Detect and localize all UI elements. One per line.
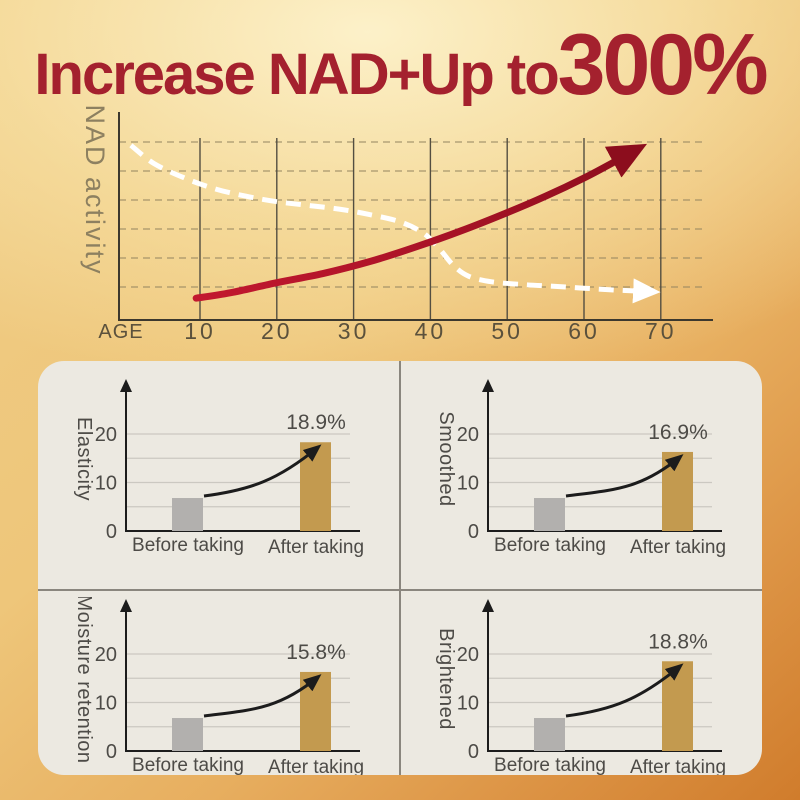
increase-arrow-curve <box>565 663 684 718</box>
results-panel: 0 10 20 18.9% Before taking After taking Elast… <box>38 361 762 775</box>
before-taking-bar <box>534 498 565 531</box>
after-taking-bar <box>662 661 693 751</box>
age-tick-label: 70 <box>645 318 677 344</box>
y-tick-label: 0 <box>468 521 479 543</box>
percentage-label: 18.8% <box>648 630 708 653</box>
chart-elasticity: 0 10 20 18.9% Before taking After taking Elast… <box>38 361 400 590</box>
mini-chart-title: Moisture retention <box>73 597 95 764</box>
y-axis-arrow <box>120 379 132 392</box>
after-taking-bar <box>662 451 693 531</box>
chart-moisture-retention: 0 10 20 15.8% Before taking After taking Moist… <box>38 590 400 775</box>
panel-divider-vertical <box>399 361 401 775</box>
age-tick-label: 10 <box>184 318 216 344</box>
title-text: Increase NAD+Up to <box>34 42 559 107</box>
y-tick-label: 20 <box>95 644 117 666</box>
y-tick-label: 10 <box>95 473 117 495</box>
mini-chart-title: Brightened <box>435 628 457 730</box>
y-axis-arrow <box>120 599 132 612</box>
increase-arrow-curve <box>203 674 322 718</box>
age-tick-label: 60 <box>568 318 600 344</box>
y-tick-label: 20 <box>457 644 479 666</box>
before-taking-label: Before taking <box>132 535 244 556</box>
mini-chart-title: Smoothed <box>435 411 457 506</box>
y-tick-label: 10 <box>457 473 479 495</box>
before-taking-bar <box>534 718 565 751</box>
age-tick-label: 30 <box>338 318 370 344</box>
age-tick-label: 40 <box>415 318 447 344</box>
before-taking-label: Before taking <box>494 755 606 775</box>
before-taking-label: Before taking <box>494 535 606 556</box>
after-taking-label: After taking <box>268 757 364 775</box>
y-tick-label: 20 <box>95 424 117 446</box>
chart-brightened: 0 10 20 18.8% Before taking After taking Brigh… <box>400 590 762 775</box>
y-axis-arrow <box>482 599 494 612</box>
page-title: Increase NAD+Up to 300% <box>0 0 800 108</box>
age-tick-label: 20 <box>261 318 293 344</box>
after-taking-label: After taking <box>630 537 726 558</box>
nad-age-line-chart: AGE 10 20 30 40 50 60 70 NAD activity <box>80 104 713 344</box>
y-tick-label: 0 <box>106 741 117 763</box>
before-taking-label: Before taking <box>132 755 244 775</box>
after-taking-bar <box>300 442 331 531</box>
after-taking-label: After taking <box>268 537 364 558</box>
nad-decline-curve <box>129 143 661 304</box>
y-tick-label: 0 <box>106 521 117 543</box>
y-axis-arrow <box>482 379 494 392</box>
nad-activity-axis-label: NAD activity <box>80 104 110 275</box>
y-tick-label: 20 <box>457 424 479 446</box>
y-tick-label: 10 <box>95 693 117 715</box>
y-tick-label: 10 <box>457 693 479 715</box>
y-tick-label: 0 <box>468 741 479 763</box>
age-axis-label: AGE <box>98 321 143 343</box>
percentage-label: 15.8% <box>286 641 346 664</box>
after-taking-label: After taking <box>630 757 726 775</box>
nad-boost-curve <box>192 143 648 302</box>
percentage-label: 18.9% <box>286 411 346 434</box>
increase-arrow-curve <box>565 454 684 498</box>
before-taking-bar <box>172 718 203 751</box>
mini-chart-title: Elasticity <box>73 417 95 501</box>
increase-arrow-curve <box>203 444 322 498</box>
panel-divider-horizontal <box>38 589 762 591</box>
age-tick-label: 50 <box>491 318 523 344</box>
percentage-label: 16.9% <box>648 421 708 444</box>
title-percentage: 300% <box>557 17 769 113</box>
before-taking-bar <box>172 498 203 531</box>
chart-smoothed: 0 10 20 16.9% Before taking After taking Smoot… <box>400 361 762 590</box>
after-taking-bar <box>300 671 331 751</box>
